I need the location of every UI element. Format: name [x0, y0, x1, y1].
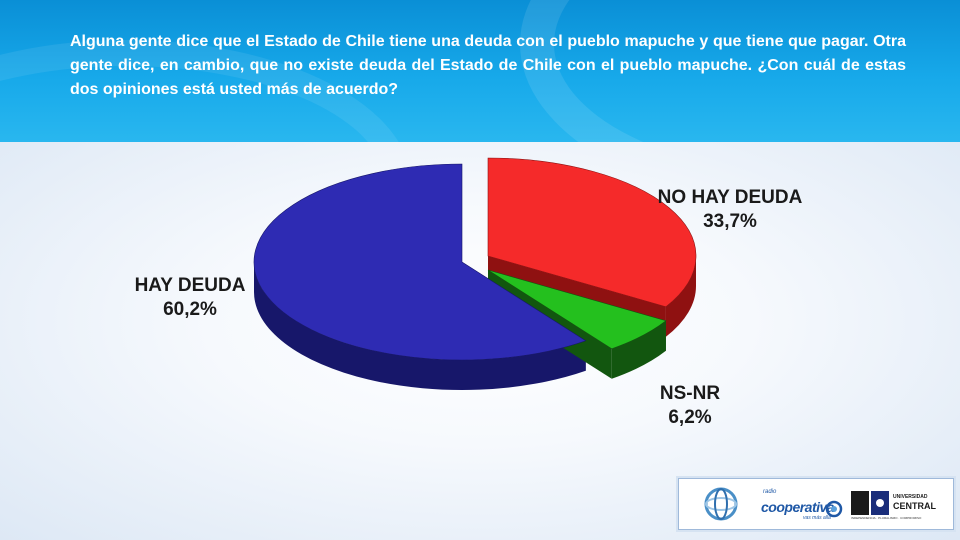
- universidad-central-logo: UNIVERSIDAD CENTRAL INDEPENDENCIA · PLUR…: [851, 491, 939, 520]
- radio-prefix: radio: [763, 489, 777, 495]
- header-banner: Alguna gente dice que el Estado de Chile…: [0, 0, 960, 142]
- uc-emblem-icon: [851, 491, 869, 515]
- slice-value-label: 6,2%: [668, 407, 712, 428]
- radio-swirl-icon: [825, 500, 843, 518]
- pie-chart: [253, 157, 697, 391]
- slice-value-label: 60,2%: [163, 299, 217, 320]
- university-name-top: UNIVERSIDAD: [893, 494, 928, 500]
- slice-name-label: HAY DEUDA: [134, 275, 246, 296]
- slice-name-label: NS-NR: [659, 383, 721, 404]
- university-name-main: CENTRAL: [893, 501, 936, 511]
- slice-ns-nr: [487, 269, 667, 350]
- university-name: UNIVERSIDAD CENTRAL: [893, 493, 936, 511]
- slice-no-hay-deuda: [487, 157, 697, 308]
- slice-value-label: 33,7%: [703, 211, 757, 232]
- globe-icon: [704, 487, 738, 521]
- slice-side-no-hay-deuda: [665, 256, 696, 337]
- chart-area: NO HAY DEUDA 33,7% HAY DEUDA 60,2% NS-NR…: [0, 142, 960, 540]
- slice-hay-deuda: [253, 163, 587, 361]
- slice-label-no-hay-deuda: NO HAY DEUDA 33,7%: [650, 186, 810, 234]
- uc-circle-icon: [871, 491, 889, 515]
- radio-slogan: vas más allá: [803, 515, 831, 521]
- slice-name-label: NO HAY DEUDA: [657, 187, 803, 208]
- university-motto: INDEPENDENCIA · PLURALISMO · COMPROMISO: [851, 516, 922, 520]
- radio-cooperativa-logo: cooperativa: [761, 499, 835, 515]
- slice-side-ns-nr: [611, 320, 666, 379]
- survey-question: Alguna gente dice que el Estado de Chile…: [70, 33, 906, 98]
- slice-label-hay-deuda: HAY DEUDA 60,2%: [120, 274, 260, 322]
- sponsor-logos: radio cooperativa vas más allá UNIVERSID…: [678, 478, 954, 530]
- slice-side-hay-deuda: [254, 262, 586, 391]
- pie-tops: [253, 157, 697, 361]
- slice-label-ns-nr: NS-NR 6,2%: [640, 382, 740, 430]
